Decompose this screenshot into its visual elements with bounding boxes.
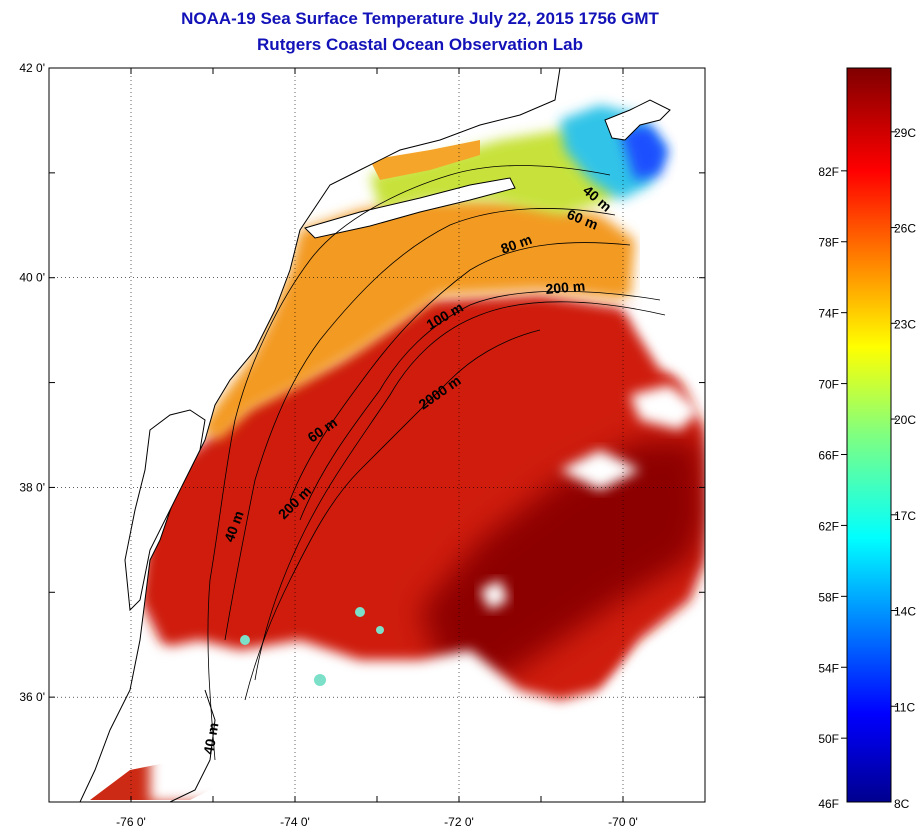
shelf-water xyxy=(200,200,635,440)
colorbar xyxy=(846,67,892,803)
celsius-label: 17C xyxy=(894,509,916,523)
lon-label: -76 0' xyxy=(116,815,146,829)
isobath-200m xyxy=(254,301,666,681)
map-title: NOAA-19 Sea Surface Temperature July 22,… xyxy=(181,9,659,28)
lat-label: 40 0' xyxy=(19,271,45,285)
cloud-mask xyxy=(150,68,705,802)
isobath-label: 200 m xyxy=(545,278,586,297)
lon-label: -74 0' xyxy=(280,815,310,829)
celsius-label: 11C xyxy=(894,700,915,714)
fahrenheit-label: 58F xyxy=(818,590,839,604)
nearshore-cool-water xyxy=(370,130,625,215)
celsius-label: 8C xyxy=(894,797,910,811)
isobath-label: 40 m xyxy=(200,721,221,755)
map-subtitle: Rutgers Coastal Ocean Observation Lab xyxy=(257,35,583,54)
land-mask xyxy=(49,68,671,802)
fahrenheit-label: 46F xyxy=(818,797,839,811)
celsius-label: 14C xyxy=(894,605,916,619)
fahrenheit-label: 50F xyxy=(818,732,839,746)
fahrenheit-label: 66F xyxy=(818,449,839,463)
fahrenheit-label: 62F xyxy=(818,519,839,533)
lat-label: 42 0' xyxy=(19,61,45,75)
long-island-sound-water xyxy=(370,140,480,180)
axis-labels: 42 0' 40 0' 38 0' 36 0' -76 0' -74 0' -72 0' -7… xyxy=(19,61,637,829)
isobath-80m xyxy=(289,242,631,501)
isobaths xyxy=(207,165,666,761)
fahrenheit-label: 82F xyxy=(818,165,839,179)
lon-label: -70 0' xyxy=(608,815,638,829)
celsius-label: 29C xyxy=(894,126,916,140)
celsius-label: 26C xyxy=(894,222,916,236)
isobath-40m xyxy=(207,165,611,761)
celsius-label: 20C xyxy=(894,413,916,427)
coastline xyxy=(79,68,561,802)
isobath-2000m xyxy=(244,329,541,701)
isobath-60m xyxy=(224,208,616,641)
celsius-label: 23C xyxy=(894,317,916,331)
land xyxy=(49,68,560,802)
lat-label: 36 0' xyxy=(19,690,45,704)
delmarva xyxy=(124,409,206,612)
fahrenheit-label: 78F xyxy=(818,236,839,250)
cloud-edge-specks xyxy=(240,607,384,686)
fahrenheit-label: 70F xyxy=(818,378,839,392)
outer-banks xyxy=(169,689,216,802)
isobath-100m xyxy=(299,290,661,521)
fahrenheit-label: 74F xyxy=(818,307,839,321)
fahrenheit-label: 54F xyxy=(818,661,839,675)
colorbar-labels: 29C 26C 23C 20C 17C 14C 11C 8C 82F 78F 74F 70F 66F 62… xyxy=(818,126,916,811)
long-island xyxy=(304,177,516,239)
coldest-water-patch xyxy=(620,125,668,180)
cape-cod xyxy=(604,99,671,141)
lat-label: 38 0' xyxy=(19,480,45,494)
lon-label: -72 0' xyxy=(444,815,474,829)
map-frame xyxy=(48,67,706,803)
gulf-stream-core xyxy=(420,440,705,690)
